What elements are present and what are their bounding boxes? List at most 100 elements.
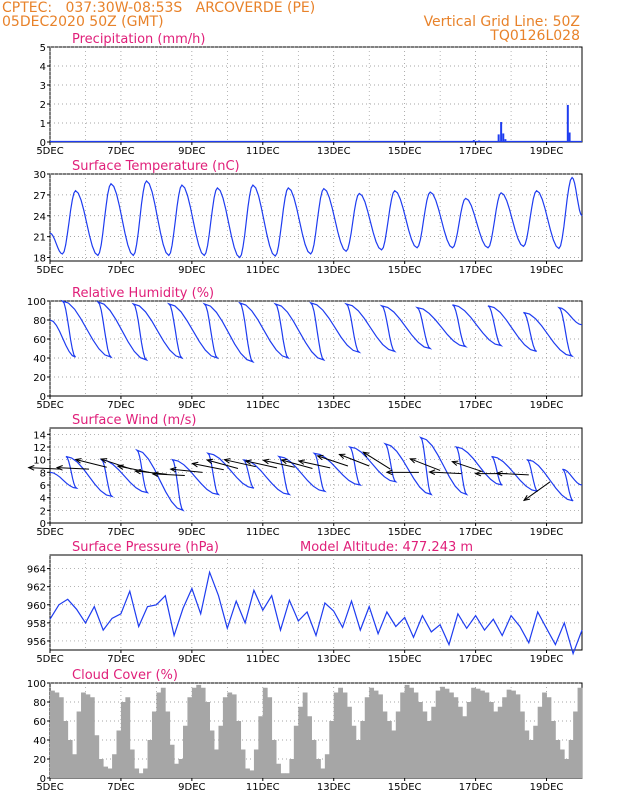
wind-vector-head xyxy=(297,459,305,465)
wind-vector-head xyxy=(74,458,82,464)
cloud-bar xyxy=(302,692,308,778)
wind-vector-head xyxy=(495,470,503,477)
precip-xtick-label: 19DEC xyxy=(530,146,564,157)
cloud-bar xyxy=(324,754,330,778)
cloud-bar xyxy=(338,687,343,778)
cloud-bar xyxy=(519,711,525,778)
temp-xtick-label: 7DEC xyxy=(107,265,134,276)
pres-ytick-label: 956 xyxy=(27,637,46,648)
wind-ytick-label: 10 xyxy=(33,456,46,467)
cloud-bar xyxy=(391,730,397,778)
wind-xtick-label: 13DEC xyxy=(317,527,351,538)
wind-vector-head xyxy=(362,451,370,458)
cloud-bar xyxy=(431,706,437,778)
wind-vector-head xyxy=(428,469,436,476)
pres-xtick-label: 17DEC xyxy=(459,654,493,665)
cloud-bar xyxy=(484,692,490,778)
cloud-ytick-label: 100 xyxy=(27,679,46,690)
cloud-bar xyxy=(258,716,264,778)
rh-title: Relative Humidity (%) xyxy=(72,286,214,301)
temp-ytick-label: 27 xyxy=(33,191,46,202)
cloud-bar xyxy=(329,721,335,778)
wind-vector xyxy=(410,458,441,471)
cloud-bar xyxy=(205,702,210,778)
wind-vector xyxy=(57,467,90,470)
pres-ytick-label: 960 xyxy=(27,601,46,612)
wind-frame xyxy=(49,427,583,524)
pres-ytick-label: 964 xyxy=(27,565,46,576)
cloud-bar xyxy=(457,706,463,778)
precip-ytick-label: 0 xyxy=(40,138,46,149)
wind-vector xyxy=(298,460,331,469)
cloud-xtick-label: 15DEC xyxy=(388,782,422,793)
cloud-bar xyxy=(209,730,215,778)
cloud-bar xyxy=(333,692,339,778)
cloud-bar xyxy=(222,697,228,778)
cloud-bar xyxy=(528,740,534,778)
cloud-bar xyxy=(151,711,157,778)
cloud-bar xyxy=(577,687,583,778)
cloud-bar xyxy=(537,706,543,778)
wind-ytick-label: 4 xyxy=(40,494,46,505)
wind-xtick-label: 15DEC xyxy=(388,527,422,538)
rh-ytick-label: 40 xyxy=(33,354,46,365)
pres-frame xyxy=(49,554,583,651)
cloud-bar xyxy=(559,749,565,778)
cloud-bar xyxy=(506,689,512,778)
precip-xtick-label: 7DEC xyxy=(107,146,134,157)
cloud-bar xyxy=(555,740,561,778)
cloud-bar xyxy=(54,692,60,778)
cloud-bar xyxy=(550,721,556,778)
cloud-ytick-label: 40 xyxy=(33,736,46,747)
wind-vector-head xyxy=(474,470,482,477)
header-grid-note: Vertical Grid Line: 50Z xyxy=(423,14,580,30)
wind-ytick-label: 12 xyxy=(33,443,46,454)
wind-title: Surface Wind (m/s) xyxy=(72,413,196,428)
cloud-bar xyxy=(81,692,86,778)
cloud-bar xyxy=(360,721,366,778)
pres-xtick-label: 9DEC xyxy=(178,654,205,665)
rh-ytick-label: 100 xyxy=(27,297,46,308)
wind-vector-head xyxy=(205,458,214,465)
wind-vector-head xyxy=(223,458,231,464)
cloud-bar xyxy=(524,730,530,778)
wind-vector xyxy=(135,470,168,475)
cloud-bar xyxy=(240,749,246,778)
wind-xtick-label: 5DEC xyxy=(36,527,63,538)
cloud-bar xyxy=(426,721,432,778)
wind-vector-head xyxy=(262,458,270,465)
cloud-bar xyxy=(183,725,188,778)
cloud-bar xyxy=(116,730,122,778)
cloud-bar xyxy=(169,744,175,778)
wind-vector xyxy=(152,473,185,476)
cloud-bar xyxy=(112,754,117,778)
wind-vector xyxy=(429,471,462,475)
wind-vector-head xyxy=(55,465,63,471)
precip-xtick-label: 5DEC xyxy=(36,146,63,157)
pres-ytick-label: 962 xyxy=(27,583,46,594)
cloud-ytick-label: 60 xyxy=(33,717,46,728)
temp-series-line xyxy=(49,176,583,259)
cloud-bar xyxy=(466,702,472,778)
precip-title: Precipitation (mm/h) xyxy=(72,32,205,47)
cloud-bar xyxy=(50,690,55,778)
cloud-bar xyxy=(364,697,370,778)
precip-bar xyxy=(504,139,507,142)
precip-xtick-label: 15DEC xyxy=(388,146,422,157)
wind-xtick-label: 7DEC xyxy=(107,527,134,538)
cloud-bar xyxy=(320,768,326,778)
wind-ytick-label: 14 xyxy=(33,430,46,441)
cloud-bar xyxy=(444,688,450,778)
wind-vector-head xyxy=(99,458,108,464)
cloud-bar xyxy=(280,773,286,778)
wind-vector xyxy=(281,459,313,470)
temp-ytick-label: 30 xyxy=(33,170,46,181)
rh-xtick-label: 9DEC xyxy=(178,400,205,411)
precip-ytick-label: 3 xyxy=(40,81,46,92)
wind-xtick-label: 9DEC xyxy=(178,527,205,538)
rh-ytick-label: 60 xyxy=(33,335,46,346)
cloud-bar xyxy=(395,711,401,778)
cloud-bar xyxy=(129,749,135,778)
temp-ytick-label: 21 xyxy=(33,233,46,244)
